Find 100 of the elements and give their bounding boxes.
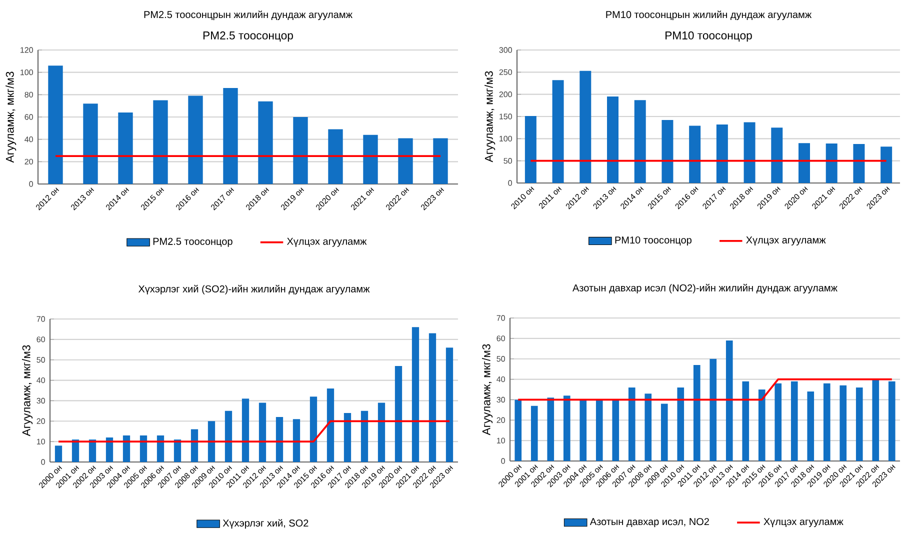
chart-subtitle: PM10 тоосонцор xyxy=(666,32,752,42)
y-tick-label: 40 xyxy=(496,376,505,382)
bar xyxy=(378,402,386,462)
bar xyxy=(208,421,216,462)
bar xyxy=(514,400,522,462)
y-tick-label: 50 xyxy=(36,357,45,363)
y-axis-title: Агууламж, мкг/м3 xyxy=(482,344,493,436)
bar xyxy=(744,122,756,184)
bar xyxy=(293,117,308,184)
bar xyxy=(596,400,603,462)
chart-subtitle: PM2.5 тоосонцор xyxy=(203,32,293,42)
bar xyxy=(826,144,838,184)
bar xyxy=(547,398,554,462)
y-tick-label: 30 xyxy=(36,398,45,404)
bar xyxy=(580,400,587,462)
bar xyxy=(242,398,250,462)
y-tick-label: 0 xyxy=(41,459,45,465)
bar xyxy=(552,80,564,184)
bar xyxy=(716,124,728,184)
bar xyxy=(72,440,80,462)
bar xyxy=(83,104,98,184)
bar xyxy=(310,396,318,462)
y-tick-label: 300 xyxy=(499,47,512,53)
bar xyxy=(412,327,420,462)
bar xyxy=(140,436,148,462)
bar xyxy=(662,120,674,184)
y-tick-label: 20 xyxy=(496,417,505,424)
y-tick-label: 0 xyxy=(508,180,512,186)
bar xyxy=(660,404,668,462)
bar xyxy=(530,406,538,462)
bar xyxy=(693,365,700,462)
bar xyxy=(798,143,810,184)
bar xyxy=(54,446,62,462)
y-tick-label: 30 xyxy=(496,396,505,403)
bar xyxy=(872,379,880,462)
y-tick-label: 70 xyxy=(496,315,505,321)
bar xyxy=(880,146,892,184)
bar xyxy=(771,128,783,184)
bar xyxy=(710,358,717,462)
bar xyxy=(360,411,368,462)
legend-label: PM2.5 тоосонцор xyxy=(153,238,232,247)
y-tick-label: 120 xyxy=(20,47,33,53)
bar xyxy=(106,438,114,462)
bar xyxy=(276,417,284,462)
legend-label: Азотын давхар исэл, NO2 xyxy=(590,518,709,528)
y-tick-label: 250 xyxy=(499,69,512,76)
bar xyxy=(292,419,300,462)
bar xyxy=(122,436,130,462)
bar xyxy=(612,400,620,462)
y-axis-title: Агууламж, мкг/м3 xyxy=(22,345,33,436)
bar xyxy=(790,381,798,462)
y-tick-label: 40 xyxy=(36,378,45,384)
legend-label: Хүхэрлэг хий, SO2 xyxy=(222,519,308,529)
bar xyxy=(628,388,636,462)
bar xyxy=(344,413,352,462)
bar xyxy=(433,138,448,184)
legend-label: Хүлцэх агууламж xyxy=(764,518,844,528)
bar xyxy=(607,96,618,184)
bar xyxy=(156,436,164,462)
y-tick-label: 20 xyxy=(36,418,45,424)
bar xyxy=(446,348,454,462)
bar xyxy=(853,144,865,184)
y-tick-label: 200 xyxy=(499,92,512,98)
bar xyxy=(677,388,684,462)
y-tick-label: 60 xyxy=(24,114,33,120)
bar xyxy=(644,394,652,462)
bar xyxy=(258,101,273,184)
bar xyxy=(524,116,536,184)
y-tick-label: 150 xyxy=(500,114,512,120)
bar xyxy=(689,126,701,184)
bar xyxy=(363,134,378,184)
bar xyxy=(88,440,96,462)
y-tick-label: 60 xyxy=(496,336,505,342)
bar xyxy=(634,100,646,184)
y-tick-label: 0 xyxy=(501,458,505,464)
y-axis-title: Агууламж, мкг/м3 xyxy=(6,72,16,163)
bar xyxy=(223,88,238,184)
y-tick-label: 60 xyxy=(36,336,45,342)
bar xyxy=(174,440,182,462)
chart-title: Хүхэрлэг хий (SO2)-ийн жилийн дундаж агууламж xyxy=(138,284,370,294)
y-tick-label: 50 xyxy=(504,158,512,164)
bar xyxy=(118,112,133,184)
y-tick-label: 20 xyxy=(24,158,33,165)
bar xyxy=(742,381,750,462)
bar xyxy=(188,96,203,184)
chart-title: PM2.5 тоосонцрын жилийн дундаж агууламж xyxy=(144,10,352,20)
legend-label: Хүлцэх агууламж xyxy=(746,236,826,246)
bar xyxy=(774,383,782,462)
y-tick-label: 0 xyxy=(29,181,33,187)
bar xyxy=(224,411,232,462)
y-tick-label: 100 xyxy=(20,70,33,76)
bar xyxy=(856,388,863,462)
legend-label: PM10 тоосонцор xyxy=(615,236,692,246)
y-tick-label: 10 xyxy=(497,438,505,444)
y-tick-label: 40 xyxy=(24,136,33,142)
y-tick-label: 10 xyxy=(37,438,45,444)
y-tick-label: 80 xyxy=(24,92,33,98)
y-axis-title: Агууламж, мкг/м3 xyxy=(484,71,496,162)
bar xyxy=(823,383,830,462)
bar xyxy=(726,340,733,462)
